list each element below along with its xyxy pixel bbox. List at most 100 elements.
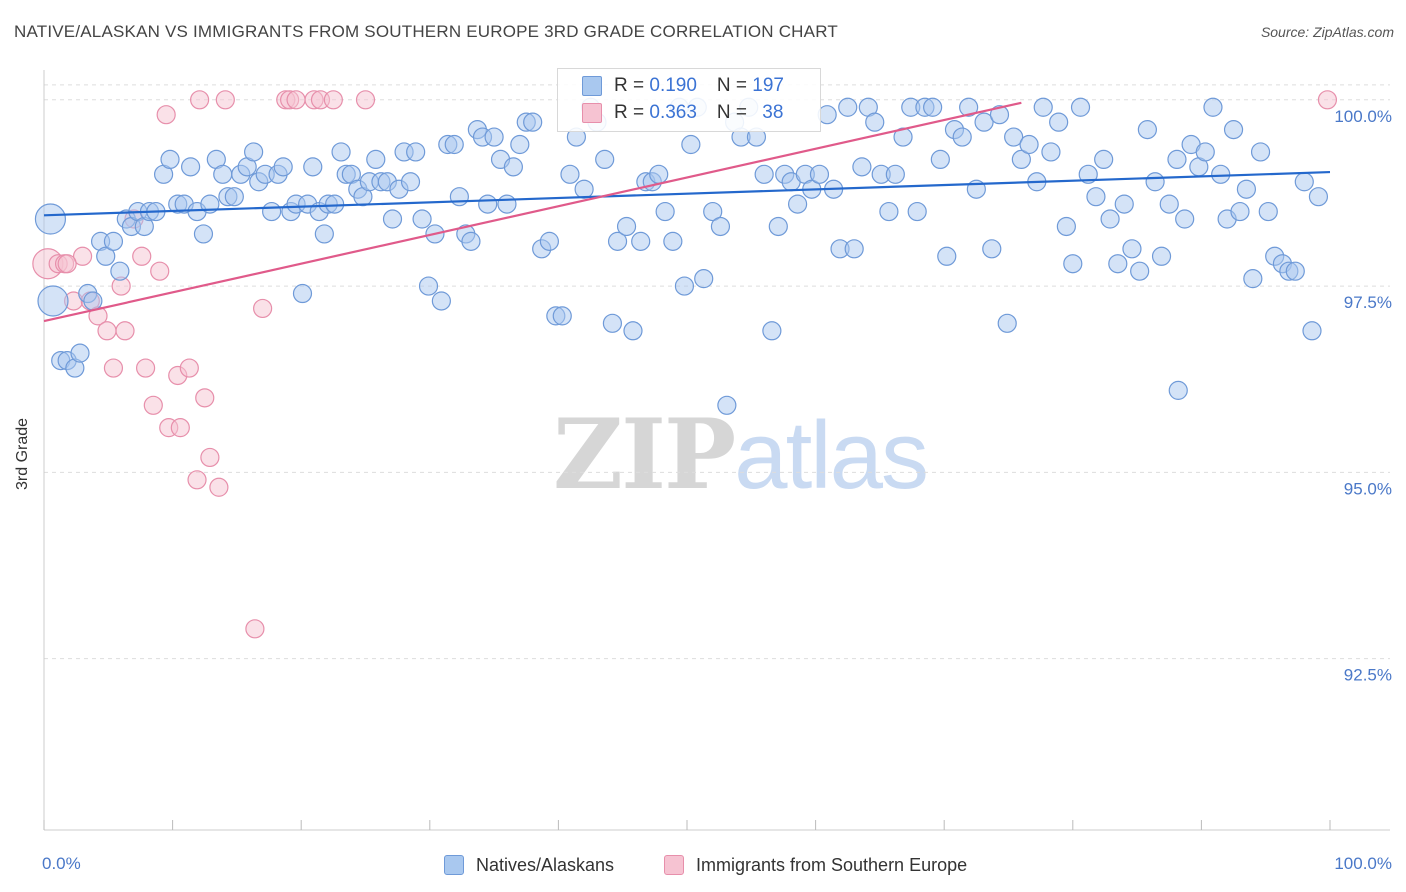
point-natives xyxy=(997,313,1017,333)
point-natives xyxy=(989,105,1010,125)
point-natives xyxy=(1203,97,1223,117)
point-southern-europe xyxy=(209,477,229,497)
point-southern-europe xyxy=(143,395,163,415)
point-natives xyxy=(574,179,594,199)
point-natives xyxy=(937,246,957,266)
point-natives xyxy=(982,239,1002,259)
point-natives xyxy=(787,194,808,214)
axes xyxy=(43,70,1390,831)
point-natives xyxy=(461,231,481,251)
legend-n-label: N = xyxy=(716,75,753,96)
point-natives xyxy=(213,164,233,184)
trend-line-natives xyxy=(43,170,1331,217)
x-tick-label-max: 100.0% xyxy=(1334,854,1392,873)
point-natives xyxy=(70,343,90,363)
point-natives xyxy=(959,97,979,117)
point-natives xyxy=(879,201,899,222)
x-tick-label-min: 0.0% xyxy=(42,854,81,873)
legend-row-natives: R = 0.190 N = 197 xyxy=(582,74,784,98)
point-natives xyxy=(37,285,69,317)
point-natives xyxy=(694,269,714,289)
point-natives xyxy=(1094,149,1114,170)
point-southern-europe xyxy=(132,246,152,266)
point-southern-europe xyxy=(103,358,124,378)
point-natives xyxy=(292,283,313,304)
bottom-legend-swatch-southern-europe xyxy=(664,855,684,875)
point-natives xyxy=(1033,97,1053,117)
point-natives xyxy=(523,112,543,132)
point-natives xyxy=(1258,201,1278,222)
point-natives xyxy=(681,134,701,155)
point-natives xyxy=(838,97,858,117)
point-natives xyxy=(1236,179,1257,199)
point-natives xyxy=(444,134,464,155)
point-southern-europe xyxy=(355,90,376,110)
point-natives xyxy=(1285,261,1305,281)
point-natives xyxy=(1243,269,1263,289)
point-natives xyxy=(160,149,180,170)
legend-r-value: 0.363 xyxy=(649,102,697,123)
point-southern-europe xyxy=(97,321,117,341)
point-southern-europe xyxy=(195,388,215,408)
point-natives xyxy=(623,321,643,341)
point-natives xyxy=(655,201,675,222)
legend-swatch-natives xyxy=(582,76,602,96)
point-natives xyxy=(1308,187,1329,207)
point-natives xyxy=(273,157,293,177)
series-southern-europe-points xyxy=(32,90,1338,639)
legend-swatch-southern-europe xyxy=(582,103,602,123)
point-natives xyxy=(717,395,737,415)
legend-n-label: N = xyxy=(716,102,753,123)
point-natives xyxy=(478,194,498,214)
point-natives xyxy=(325,194,345,214)
trend-lines xyxy=(43,101,1331,323)
point-natives xyxy=(865,112,885,132)
point-natives xyxy=(1108,254,1128,274)
point-southern-europe xyxy=(179,358,199,378)
point-natives xyxy=(952,127,972,147)
point-natives xyxy=(1223,120,1244,140)
point-natives xyxy=(552,306,572,326)
point-natives xyxy=(1230,201,1250,222)
stats-legend: R = 0.190 N = 197 R = 0.363 N = 38 xyxy=(557,68,821,132)
point-natives xyxy=(193,224,214,244)
point-natives xyxy=(382,209,403,229)
point-natives xyxy=(663,231,683,251)
point-natives xyxy=(1130,261,1150,281)
legend-r-label: R = xyxy=(614,75,650,96)
point-natives xyxy=(110,261,130,281)
legend-r-label: R = xyxy=(614,102,650,123)
point-natives xyxy=(484,127,504,147)
watermark: ZIPatlas xyxy=(553,398,929,511)
point-southern-europe xyxy=(245,619,265,639)
source-label: Source: ZipAtlas.com xyxy=(1260,24,1394,40)
point-natives xyxy=(503,157,523,177)
point-natives xyxy=(314,224,334,244)
y-tick-label: 95.0% xyxy=(1344,479,1392,498)
point-natives xyxy=(1145,172,1165,192)
point-natives xyxy=(449,187,469,207)
point-natives xyxy=(930,149,950,170)
point-natives xyxy=(181,157,201,177)
point-natives xyxy=(1151,246,1172,266)
point-natives xyxy=(431,291,451,311)
point-natives xyxy=(844,239,864,259)
legend-r-value: 0.190 xyxy=(649,75,697,96)
point-natives xyxy=(34,203,67,235)
point-natives xyxy=(768,216,788,237)
point-natives xyxy=(893,127,913,147)
series-natives-points xyxy=(34,97,1329,415)
point-natives xyxy=(1063,254,1083,274)
point-southern-europe xyxy=(115,321,135,341)
point-natives xyxy=(412,209,432,229)
point-natives xyxy=(907,201,927,222)
point-southern-europe xyxy=(286,90,306,110)
y-tick-label: 100.0% xyxy=(1334,107,1392,126)
point-natives xyxy=(1049,112,1069,132)
point-natives xyxy=(366,149,386,170)
point-natives xyxy=(885,164,905,184)
point-southern-europe xyxy=(57,254,77,274)
y-tick-label: 92.5% xyxy=(1344,666,1392,685)
point-natives xyxy=(103,231,124,251)
point-natives xyxy=(974,112,994,132)
